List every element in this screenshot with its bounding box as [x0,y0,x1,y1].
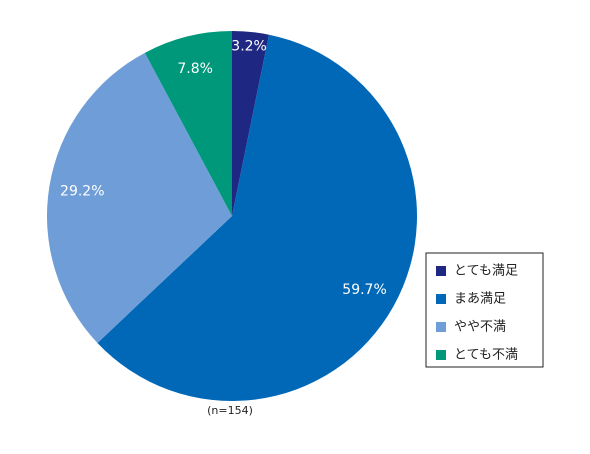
pie-slice [97,34,417,402]
legend-label: まあ満足 [454,292,506,307]
pie-slice [46,52,232,343]
slice-label: 3.2% [231,39,267,55]
legend-swatch [436,266,446,276]
slice-label: 7.8% [177,61,213,77]
slice-label: 29.2% [60,184,104,200]
legend-swatch [436,322,446,332]
sample-size-note: (n=154) [207,404,253,417]
legend-swatch [436,294,446,304]
pie-slice [232,31,269,216]
pie-slice [144,31,232,216]
legend-label: とても満足 [454,264,518,279]
legend-label: やや不満 [454,320,506,335]
legend-label: とても不満 [454,348,518,363]
legend-swatch [436,350,446,360]
slice-label: 59.7% [342,282,386,298]
